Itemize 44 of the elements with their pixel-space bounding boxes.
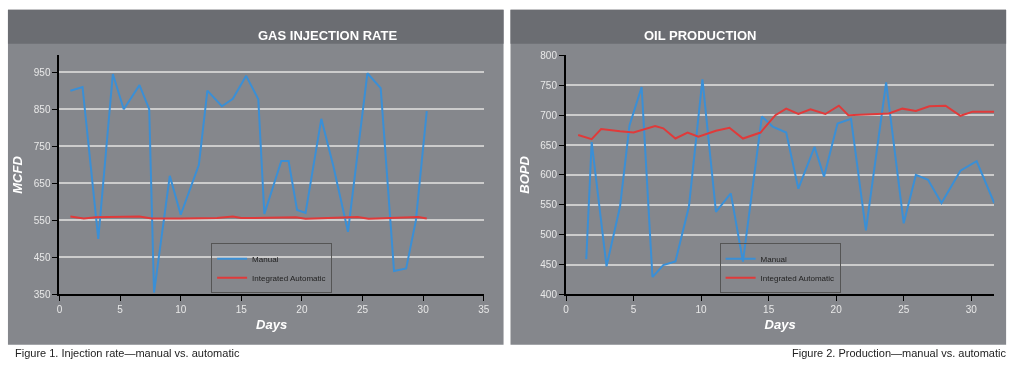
x-tick-label: 0 (563, 304, 570, 316)
y-axis-title: BOPD (516, 155, 532, 194)
y-tick-label: 650 (540, 139, 558, 151)
caption: Figure 1. Injection rate—manual vs. automatic (15, 347, 240, 359)
y-tick-label: 400 (540, 288, 558, 300)
y-tick-label: 550 (33, 214, 51, 226)
x-tick-label: 15 (235, 304, 248, 316)
y-tick-label: 800 (540, 49, 558, 61)
chart-title: OIL PRODUCTION (644, 28, 757, 43)
x-tick-label: 0 (56, 304, 63, 316)
line-series (69, 72, 428, 294)
x-axis-title: Days (256, 317, 288, 333)
x-tick-label: 5 (630, 304, 637, 316)
x-tick-label: 25 (898, 304, 910, 316)
y-tick-label: 450 (540, 259, 558, 271)
y-tick-label: 450 (33, 251, 51, 263)
x-tick-label: 5 (117, 304, 124, 316)
x-tick-label: 15 (763, 304, 775, 316)
y-tick-label: 600 (540, 169, 558, 181)
x-tick-label: 35 (478, 304, 490, 316)
x-tick-label: 30 (417, 304, 430, 316)
y-tick-label: 850 (33, 103, 51, 115)
y-tick-label: 750 (540, 79, 558, 91)
y-tick-label: 650 (33, 177, 51, 189)
y-tick-label: 700 (540, 109, 558, 121)
legend-label: Integrated Automatic (252, 273, 326, 283)
x-tick-label: 10 (175, 304, 187, 316)
x-tick-label: 20 (296, 304, 308, 316)
legend-label: Integrated Automatic (760, 273, 834, 283)
legend-label: Manual (760, 254, 788, 264)
y-axis-title: MCFD (10, 155, 26, 194)
line-series (577, 104, 995, 141)
y-tick-label: 950 (33, 66, 51, 78)
y-tick-label: 550 (540, 199, 558, 211)
x-tick-label: 20 (830, 304, 843, 316)
caption: Figure 2. Production—manual vs. automatic (792, 347, 1007, 359)
y-tick-label: 750 (33, 140, 51, 152)
x-tick-label: 10 (695, 304, 708, 316)
chart-title: GAS INJECTION RATE (258, 28, 398, 43)
x-tick-label: 25 (356, 304, 369, 316)
y-tick-label: 350 (33, 288, 51, 300)
x-axis-title: Days (764, 317, 796, 333)
y-tick-label: 500 (540, 229, 558, 241)
x-tick-label: 30 (965, 304, 978, 316)
